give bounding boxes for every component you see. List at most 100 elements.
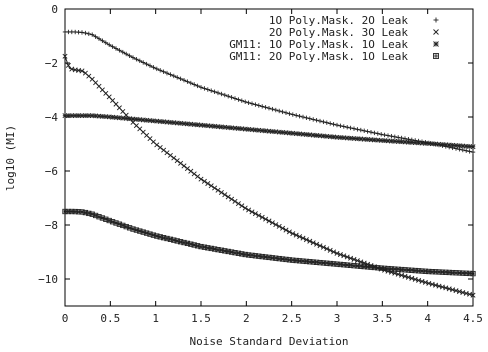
data-point <box>396 135 401 140</box>
data-point <box>113 46 119 51</box>
data-point <box>293 232 299 238</box>
data-point <box>307 116 312 121</box>
data-point <box>215 187 221 193</box>
data-point <box>239 203 245 209</box>
data-point <box>290 231 296 237</box>
data-point <box>266 218 272 224</box>
data-point <box>405 274 411 280</box>
axis-ticks <box>64 8 474 306</box>
data-point <box>351 256 357 262</box>
data-point <box>317 243 323 249</box>
data-point <box>270 106 275 112</box>
data-point <box>327 247 333 253</box>
plot-frame <box>64 8 474 307</box>
data-point <box>354 258 360 264</box>
data-point <box>188 80 193 86</box>
data-point <box>300 235 306 241</box>
data-point <box>158 68 163 73</box>
data-point <box>385 133 391 138</box>
data-point <box>300 114 306 120</box>
data-point <box>365 129 370 134</box>
data-point <box>212 185 218 191</box>
data-point <box>269 220 275 226</box>
data-point <box>83 30 88 36</box>
data-point <box>157 144 163 151</box>
data-point <box>171 73 176 79</box>
data-point <box>171 155 177 161</box>
data-point <box>273 222 279 228</box>
data-point <box>86 31 91 37</box>
data-point <box>198 85 204 90</box>
data-point <box>62 53 68 59</box>
data-point <box>260 104 265 109</box>
data-point <box>195 83 200 89</box>
data-point <box>249 101 255 106</box>
x-tick-label: 3 <box>334 312 341 325</box>
x-tick-label: 1 <box>152 312 159 325</box>
legend-label: GM11: 2O Poly.Mask. 1O Leak <box>229 50 408 63</box>
data-point <box>303 237 309 243</box>
data-point <box>419 278 425 284</box>
data-point <box>266 106 272 111</box>
data-point <box>382 132 387 138</box>
data-point <box>321 119 326 125</box>
data-point <box>175 75 180 80</box>
data-point <box>389 133 394 139</box>
data-point <box>107 42 112 47</box>
data-point <box>256 103 261 108</box>
legend-label: 1O Poly.Mask. 2O Leak <box>269 14 408 27</box>
data-point <box>235 201 241 207</box>
data-point <box>273 107 278 113</box>
data-point <box>297 234 303 240</box>
data-point <box>164 150 170 156</box>
data-point <box>324 120 329 125</box>
data-point <box>184 166 190 172</box>
data-point <box>195 173 201 179</box>
data-point <box>293 131 299 137</box>
data-point <box>334 122 340 128</box>
legend-marker <box>433 53 439 59</box>
data-point <box>460 147 465 153</box>
legend-marker <box>433 29 439 35</box>
x-tick-label: 0.5 <box>100 312 120 325</box>
data-point <box>215 90 221 96</box>
data-point <box>110 44 115 49</box>
data-point <box>130 55 136 60</box>
data-point <box>209 88 214 93</box>
data-point <box>345 125 350 130</box>
data-point <box>280 225 286 231</box>
data-point <box>168 72 173 77</box>
data-point <box>368 129 374 135</box>
data-point <box>236 97 241 102</box>
y-axis-label: log10 (MI) <box>4 125 17 191</box>
data-point <box>280 109 285 115</box>
data-point <box>317 118 323 124</box>
data-point <box>259 214 265 220</box>
data-point <box>337 252 343 258</box>
data-point <box>283 227 289 233</box>
data-point <box>372 130 377 136</box>
x-tick-label: 3.5 <box>372 312 392 325</box>
data-point <box>338 123 343 129</box>
y-tick-label: 0 <box>51 3 58 16</box>
data-point <box>181 78 187 83</box>
x-tick-label: 2 <box>243 312 250 325</box>
data-point <box>167 152 173 158</box>
data-point <box>470 144 476 150</box>
data-point <box>412 276 418 282</box>
data-point <box>314 132 320 138</box>
data-point <box>243 99 248 104</box>
data-point <box>192 82 197 87</box>
data-point <box>178 160 184 166</box>
data-point <box>79 30 85 35</box>
data-point <box>355 127 360 132</box>
data-point <box>178 76 183 81</box>
series-2 <box>62 53 476 298</box>
data-point <box>416 277 422 283</box>
data-point <box>256 212 262 219</box>
data-point <box>79 68 85 74</box>
data-point <box>246 207 252 213</box>
x-tick-label: 1.5 <box>191 312 211 325</box>
x-tick-label: 4 <box>424 312 431 325</box>
data-point <box>470 149 476 155</box>
